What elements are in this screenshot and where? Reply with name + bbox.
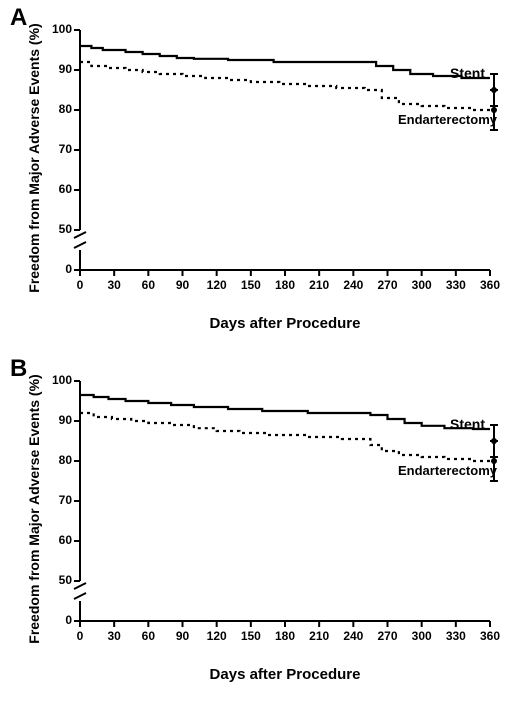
x-tick-label: 120 [202,278,232,292]
x-tick-label: 60 [133,278,163,292]
y-tick-label: 100 [36,373,72,387]
y-tick-label: 80 [36,453,72,467]
y-tick-label: 50 [36,573,72,587]
x-tick-label: 330 [441,629,471,643]
x-tick-label: 210 [304,278,334,292]
x-tick-label: 270 [373,278,403,292]
panel-a-svg [80,30,490,285]
x-tick-label: 30 [99,278,129,292]
x-tick-label: 270 [373,629,403,643]
y-tick-label: 60 [36,182,72,196]
x-tick-label: 150 [236,629,266,643]
x-tick-label: 30 [99,629,129,643]
y-tick-label: 70 [36,493,72,507]
x-tick-label: 180 [270,629,300,643]
y-tick-label: 50 [36,222,72,236]
x-tick-label: 90 [168,278,198,292]
x-tick-label: 360 [475,278,505,292]
y-tick-label: 70 [36,142,72,156]
x-tick-label: 150 [236,278,266,292]
panel-a-x-title: Days after Procedure [80,315,490,332]
figure: A Freedom from Major Adverse Events (%) … [0,0,520,702]
x-tick-label: 330 [441,278,471,292]
panel-b-svg [80,381,490,636]
y-tick-zero: 0 [36,262,72,276]
x-tick-label: 0 [65,629,95,643]
panel-a-endarterectomy-label: Endarterectomy [398,112,497,127]
panel-a-stent-label: Stent [450,65,485,81]
y-tick-label: 90 [36,62,72,76]
x-tick-label: 0 [65,278,95,292]
x-tick-label: 120 [202,629,232,643]
panel-a-y-title: Freedom from Major Adverse Events (%) [26,18,42,298]
x-tick-label: 210 [304,629,334,643]
y-tick-label: 90 [36,413,72,427]
x-tick-label: 240 [338,629,368,643]
x-tick-label: 300 [407,278,437,292]
panel-b-y-title: Freedom from Major Adverse Events (%) [26,369,42,649]
panel-a-plot [80,30,490,285]
panel-b-stent-label: Stent [450,416,485,432]
panel-b-x-title: Days after Procedure [80,666,490,683]
x-tick-label: 360 [475,629,505,643]
panel-b-plot [80,381,490,636]
x-tick-label: 60 [133,629,163,643]
panel-b-label: B [10,355,27,383]
x-tick-label: 90 [168,629,198,643]
panel-b: B Freedom from Major Adverse Events (%) … [0,351,520,702]
y-tick-label: 80 [36,102,72,116]
x-tick-label: 300 [407,629,437,643]
y-tick-label: 60 [36,533,72,547]
panel-b-endarterectomy-label: Endarterectomy [398,463,497,478]
panel-a: A Freedom from Major Adverse Events (%) … [0,0,520,351]
x-tick-label: 180 [270,278,300,292]
panel-a-label: A [10,4,27,32]
y-tick-label: 100 [36,22,72,36]
y-tick-zero: 0 [36,613,72,627]
x-tick-label: 240 [338,278,368,292]
